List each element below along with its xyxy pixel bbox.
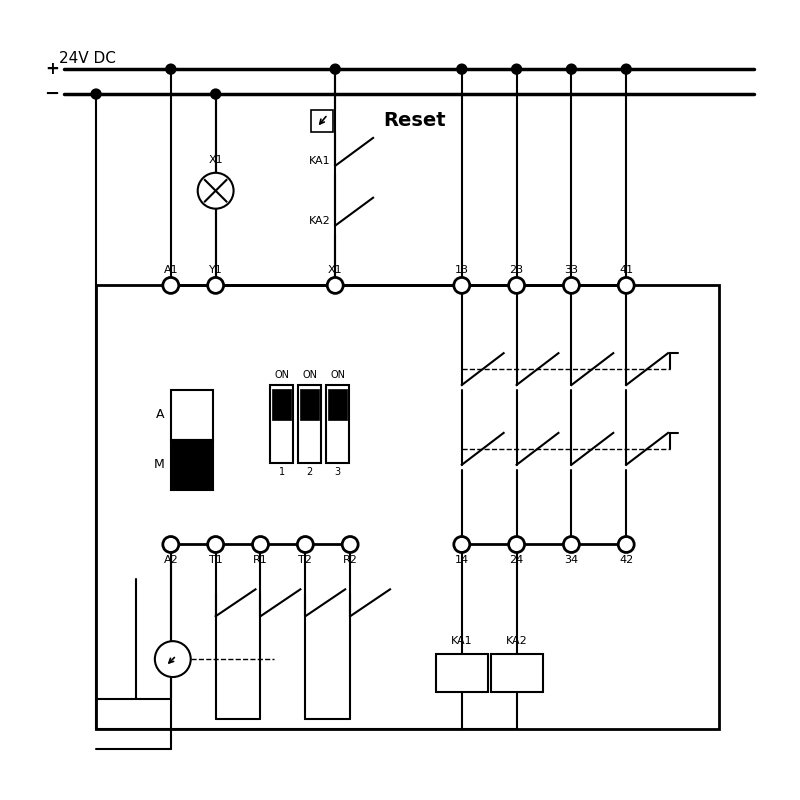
Circle shape xyxy=(618,278,634,294)
Bar xyxy=(170,440,213,490)
Circle shape xyxy=(566,64,576,74)
Bar xyxy=(311,110,334,132)
Circle shape xyxy=(298,537,314,553)
Circle shape xyxy=(330,64,340,74)
Text: 24V DC: 24V DC xyxy=(59,51,116,66)
Text: Y1: Y1 xyxy=(209,266,222,275)
Circle shape xyxy=(210,89,221,99)
Circle shape xyxy=(208,278,224,294)
Bar xyxy=(96,286,719,729)
Circle shape xyxy=(509,537,525,553)
Text: KA2: KA2 xyxy=(309,216,330,226)
Bar xyxy=(300,389,319,420)
Bar xyxy=(490,654,542,692)
Text: R2: R2 xyxy=(342,555,358,566)
Text: −: − xyxy=(44,85,59,103)
Text: Reset: Reset xyxy=(384,111,446,130)
Circle shape xyxy=(509,278,525,294)
Text: 33: 33 xyxy=(565,266,578,275)
Text: 13: 13 xyxy=(454,266,469,275)
Bar xyxy=(326,385,349,462)
Text: 3: 3 xyxy=(334,466,341,477)
Circle shape xyxy=(163,537,178,553)
Bar xyxy=(270,385,294,462)
Text: ON: ON xyxy=(302,370,318,380)
Text: KA1: KA1 xyxy=(309,156,330,166)
Text: KA2: KA2 xyxy=(506,636,527,646)
Bar xyxy=(436,654,488,692)
Bar xyxy=(298,385,322,462)
Text: ON: ON xyxy=(330,370,346,380)
Circle shape xyxy=(563,537,579,553)
Text: R1: R1 xyxy=(253,555,268,566)
Bar xyxy=(328,389,347,420)
Circle shape xyxy=(166,64,176,74)
Text: 14: 14 xyxy=(454,555,469,566)
Circle shape xyxy=(342,537,358,553)
Circle shape xyxy=(454,537,470,553)
Text: +: + xyxy=(46,60,59,78)
Circle shape xyxy=(622,64,631,74)
Circle shape xyxy=(253,537,269,553)
Text: 1: 1 xyxy=(279,466,285,477)
Text: 34: 34 xyxy=(564,555,578,566)
Text: A1: A1 xyxy=(163,266,178,275)
Text: 2: 2 xyxy=(306,466,313,477)
Circle shape xyxy=(457,64,466,74)
Circle shape xyxy=(327,278,343,294)
Text: M: M xyxy=(154,458,165,471)
Text: 41: 41 xyxy=(619,266,634,275)
Circle shape xyxy=(91,89,101,99)
Text: 42: 42 xyxy=(619,555,634,566)
Text: T2: T2 xyxy=(298,555,312,566)
Text: T1: T1 xyxy=(209,555,222,566)
Text: A: A xyxy=(156,409,165,422)
Circle shape xyxy=(208,537,224,553)
Circle shape xyxy=(155,641,190,677)
Text: X1: X1 xyxy=(208,155,223,165)
Circle shape xyxy=(618,537,634,553)
Text: 24: 24 xyxy=(510,555,524,566)
Text: 23: 23 xyxy=(510,266,524,275)
Circle shape xyxy=(163,278,178,294)
Bar xyxy=(273,389,291,420)
Circle shape xyxy=(563,278,579,294)
Bar xyxy=(170,390,213,440)
Circle shape xyxy=(198,173,234,209)
Text: KA1: KA1 xyxy=(451,636,473,646)
Text: A2: A2 xyxy=(163,555,178,566)
Circle shape xyxy=(454,278,470,294)
Text: ON: ON xyxy=(274,370,290,380)
Circle shape xyxy=(512,64,522,74)
Text: X1: X1 xyxy=(328,266,342,275)
